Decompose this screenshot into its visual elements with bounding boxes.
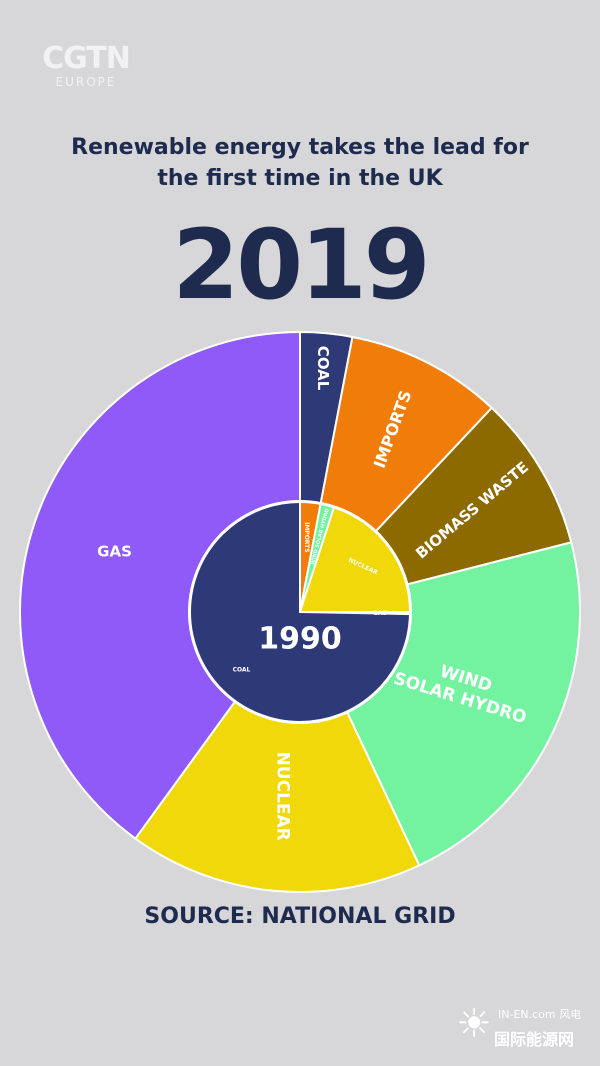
- cgtn-logo: CGTN EUROPE: [36, 44, 136, 90]
- headline-line-1: Renewable energy takes the lead for: [71, 135, 529, 160]
- sun-logo-icon: ☀: [456, 1001, 492, 1047]
- year-2019-title: 2019: [172, 209, 430, 321]
- watermark-text: 国际能源网: [494, 1030, 575, 1049]
- label-1990-coal: COAL: [233, 666, 251, 673]
- logo-main-text: CGTN: [42, 41, 131, 76]
- source-credit: SOURCE: NATIONAL GRID: [144, 904, 456, 929]
- year-1990-label: 1990: [258, 622, 342, 657]
- label-1990-imports: IMPORTS: [304, 522, 311, 552]
- slice-1990-coal: [189, 500, 412, 723]
- headline-line-2: the first time in the UK: [157, 166, 443, 191]
- slice-2019-gas: [19, 330, 301, 840]
- watermark-small-text: IN-EN.com 风电: [498, 1008, 582, 1021]
- watermark: ☀ IN-EN.com 风电 国际能源网: [452, 1002, 592, 1058]
- logo-sub-text: EUROPE: [55, 75, 117, 89]
- slice-1990-nuclear: [298, 506, 412, 613]
- label-2019-gas: GAS: [97, 542, 132, 560]
- slice-2019-nuclear: [134, 610, 421, 893]
- label-2019-coal: COAL: [315, 346, 333, 391]
- label-1990-gas: GAS: [373, 609, 387, 616]
- headline: Renewable energy takes the lead for the …: [0, 132, 600, 194]
- label-2019-nuclear: NUCLEAR: [273, 752, 293, 841]
